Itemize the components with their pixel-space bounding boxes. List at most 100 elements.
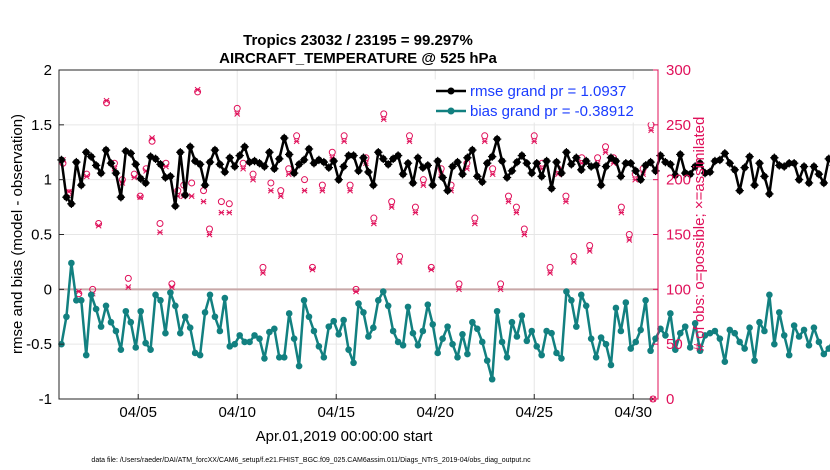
obs-assimilated-marker — [347, 187, 354, 194]
obs-assimilated-marker — [83, 173, 90, 180]
data-file-footnote: data file: /Users/raeder/DAI/ATM_forcXX/… — [91, 457, 531, 464]
bias-point — [236, 332, 243, 339]
rmse-point — [96, 168, 106, 178]
bias-point — [696, 347, 704, 355]
obs-assimilated-marker — [428, 266, 435, 273]
bias-point — [503, 354, 511, 361]
bias-point — [384, 302, 392, 310]
obs-possible-marker — [124, 274, 132, 282]
bias-point — [167, 289, 174, 296]
rmse-point — [280, 133, 289, 143]
bias-point — [533, 343, 541, 350]
bias-point — [553, 349, 560, 357]
bias-point — [761, 327, 768, 335]
bias-point — [186, 324, 194, 332]
bias-point — [766, 291, 773, 299]
bias-point — [498, 338, 506, 346]
rmse-point — [819, 178, 829, 188]
bias-point — [216, 327, 224, 335]
rmse-point — [289, 168, 299, 178]
bias-point — [454, 354, 461, 361]
rmse-point — [413, 153, 423, 162]
bias-point — [795, 333, 803, 340]
rmse-point — [760, 172, 769, 181]
bias-point — [652, 335, 659, 342]
bias-point — [389, 327, 397, 335]
obs-assimilated-marker — [250, 176, 257, 183]
rmse-point — [547, 184, 556, 193]
obs-assimilated-marker — [95, 222, 102, 229]
obs-assimilated-marker — [125, 284, 132, 291]
rmse-point — [631, 166, 640, 176]
obs-assimilated-marker — [188, 193, 195, 200]
bias-point — [112, 327, 120, 335]
bias-point — [142, 339, 149, 347]
rmse-point — [294, 160, 304, 169]
obs-possible-marker — [103, 99, 111, 107]
obs-assimilated-marker — [293, 138, 300, 145]
obs-assimilated-marker — [157, 229, 163, 236]
y-right-tick-label: 250 — [666, 117, 691, 134]
obs-possible-marker — [277, 187, 285, 195]
bias-point — [568, 297, 575, 304]
legend-box — [429, 79, 653, 123]
obs-possible-marker — [562, 192, 570, 200]
bias-point — [582, 302, 590, 310]
bias-point — [756, 318, 763, 326]
obs-possible-marker — [259, 263, 267, 271]
rmse-point — [428, 180, 437, 190]
obs-assimilated-marker — [149, 135, 156, 141]
rmse-point — [304, 144, 314, 154]
bias-point — [771, 340, 778, 348]
obs-assimilated-marker — [380, 116, 387, 123]
obs-assimilated-marker — [586, 247, 593, 254]
rmse-point — [260, 162, 269, 171]
bias-point — [464, 350, 471, 358]
obs-possible-marker — [504, 192, 512, 200]
rmse-point — [443, 186, 452, 195]
bias-point — [226, 343, 234, 350]
rmse-point — [235, 151, 244, 160]
rmse-point — [299, 155, 309, 165]
obs-assimilated-marker — [521, 231, 528, 238]
bias-point — [429, 321, 437, 328]
rmse-point — [611, 156, 621, 166]
bias-point — [528, 327, 536, 335]
obs-possible-marker — [411, 203, 419, 211]
obs-assimilated-marker — [260, 269, 266, 276]
bias-point — [97, 323, 105, 330]
obs-assimilated-marker — [471, 220, 478, 227]
rmse-point — [552, 157, 561, 167]
obs-assimilated-marker — [131, 174, 138, 181]
bias-point — [320, 354, 328, 361]
bias-point — [548, 329, 555, 337]
rmse-point — [453, 157, 462, 167]
bias-point — [345, 346, 352, 353]
obs-assimilated-marker — [137, 194, 144, 201]
obs-possible-marker — [301, 176, 309, 184]
rmse-point — [671, 171, 680, 180]
bias-point — [73, 297, 80, 304]
bias-point — [330, 317, 338, 325]
obs-assimilated-marker — [206, 231, 213, 238]
x-tick-label: 04/05 — [119, 404, 157, 421]
rmse-series-line — [60, 136, 830, 208]
obs-possible-marker — [625, 231, 633, 238]
bias-point — [686, 344, 694, 351]
bias-point — [399, 341, 407, 349]
obs-assimilated-marker — [602, 149, 609, 156]
rmse-point — [195, 160, 205, 169]
rmse-point — [309, 159, 319, 168]
bias-point — [181, 313, 189, 321]
rmse-point — [458, 169, 467, 179]
bias-point — [201, 309, 209, 316]
rmse-point — [284, 150, 294, 159]
rmse-point — [210, 145, 220, 155]
bias-point — [751, 357, 758, 364]
bias-point — [741, 345, 748, 352]
obs-possible-marker — [136, 192, 144, 200]
obs-possible-marker — [370, 214, 378, 222]
x-tick-label: 04/30 — [614, 404, 652, 421]
rmse-point — [601, 162, 611, 171]
rmse-point — [185, 142, 195, 151]
